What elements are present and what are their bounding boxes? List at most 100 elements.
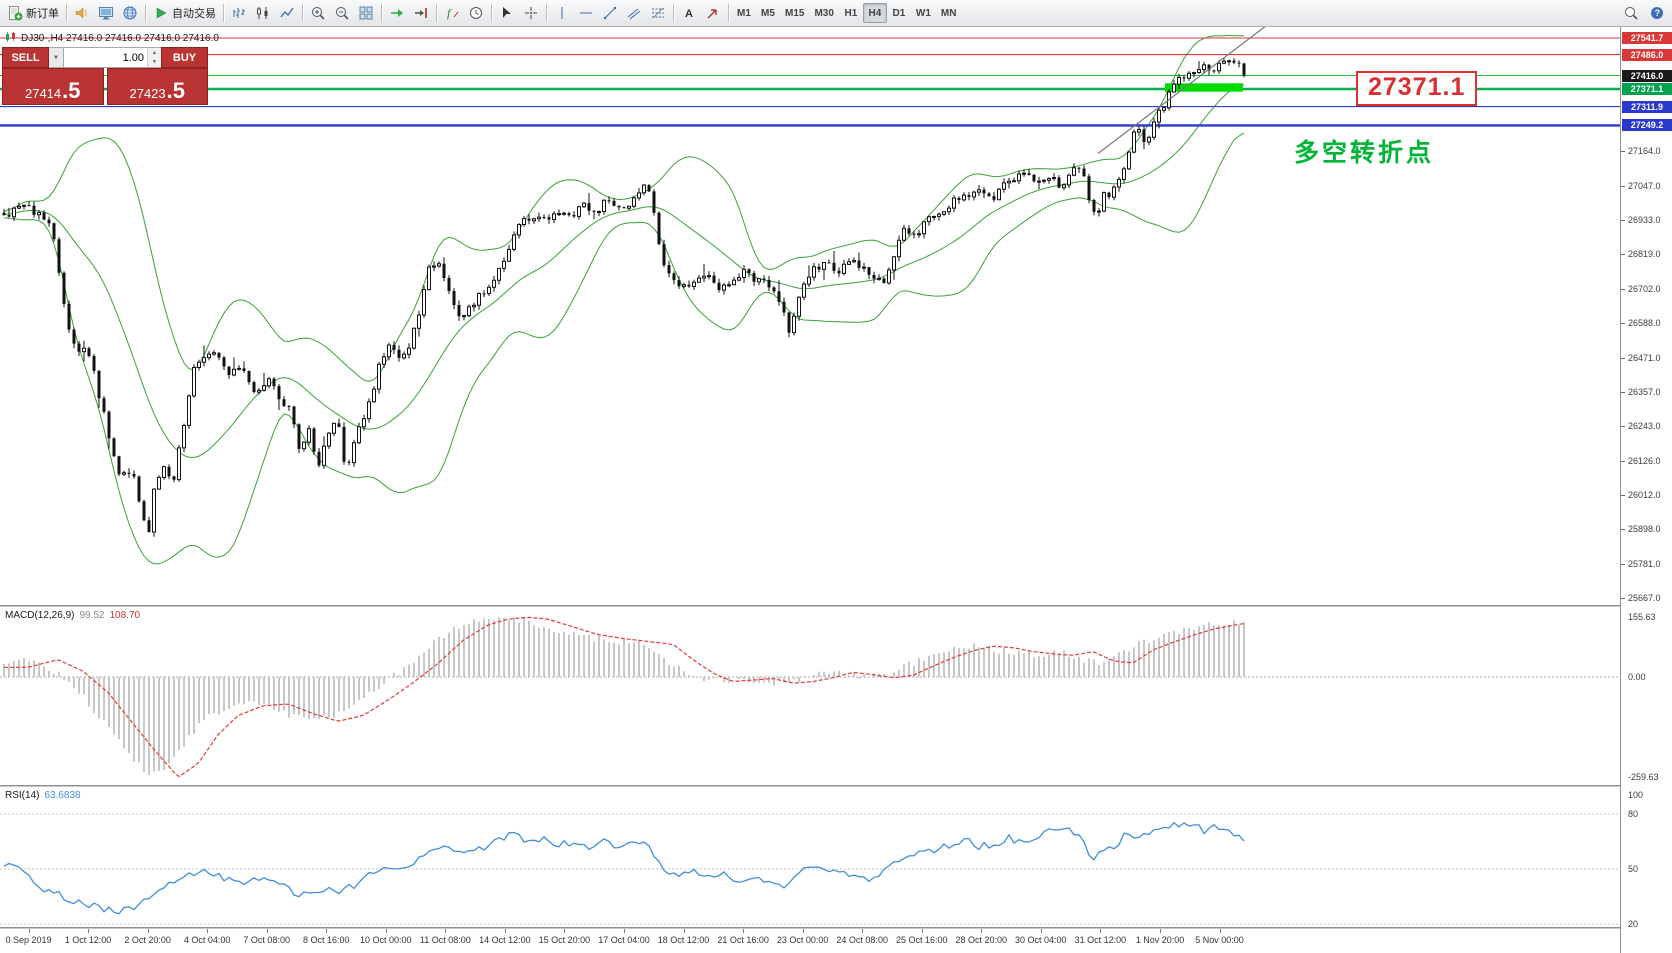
zoom-out-button[interactable] — [330, 2, 354, 24]
trendline-button[interactable] — [598, 2, 622, 24]
search-button[interactable] — [1619, 2, 1643, 24]
rsi-name: RSI(14) — [5, 790, 40, 801]
price-axis-tick — [1621, 392, 1625, 393]
volume-dropdown-button[interactable]: ▼ — [49, 47, 64, 68]
buy-button[interactable]: BUY — [161, 47, 208, 68]
crosshair-button[interactable] — [519, 2, 543, 24]
price-chart-pane[interactable] — [0, 27, 1620, 605]
web-community-button[interactable] — [118, 2, 142, 24]
globe-icon — [122, 5, 138, 21]
main-toolbar: 新订单 自动交易 f A M1 M5 M15 M30 H1 H4 D1 W1 MN? — [0, 0, 1672, 27]
time-label: 11 Oct 08:00 — [419, 935, 471, 945]
equidistant-channel-button[interactable] — [622, 2, 646, 24]
time-label: 2 Oct 20:00 — [124, 935, 171, 945]
alerts-button[interactable] — [70, 2, 94, 24]
time-label: 4 Oct 04:00 — [183, 935, 231, 945]
toolbar-right-group: ? — [1619, 2, 1669, 24]
autoscroll-icon — [389, 5, 405, 21]
price-tick-label: 27164.0 — [1628, 146, 1661, 156]
timeframe-m1-button[interactable]: M1 — [737, 7, 751, 19]
zoom-out-icon — [334, 5, 350, 21]
bar-chart-button[interactable] — [227, 2, 251, 24]
cursor-icon — [499, 5, 515, 21]
timeframe-m15-button[interactable]: M15 — [785, 7, 805, 19]
rsi-scale-label: 80 — [1628, 809, 1639, 819]
toolbar-separator — [436, 4, 437, 22]
price-annotation-label[interactable]: 27371.1 — [1356, 71, 1478, 106]
price-level-tag: 27249.2 — [1622, 119, 1672, 131]
new-order-button[interactable]: 新订单 — [3, 2, 63, 24]
fibonacci-button[interactable] — [646, 2, 670, 24]
line-chart-button[interactable] — [275, 2, 299, 24]
volume-decrease-button[interactable]: ▼ — [148, 57, 161, 67]
volume-increase-button[interactable]: ▲ — [148, 48, 161, 58]
rsi-scale-label: 100 — [1628, 790, 1644, 800]
text-label-button[interactable]: A — [677, 2, 701, 24]
price-level-tag: 27416.0 — [1622, 70, 1672, 82]
price-axis-tick — [1621, 495, 1625, 496]
volume-field-wrap: ▲ ▼ — [64, 47, 161, 68]
price-tick-label: 26819.0 — [1628, 249, 1661, 259]
autotrading-button[interactable]: 自动交易 — [149, 2, 220, 24]
auto-scroll-button[interactable] — [385, 2, 409, 24]
price-axis-tick — [1621, 598, 1625, 599]
macd-scale-label: -259.63 — [1628, 772, 1659, 782]
timeframe-m30-button[interactable]: M30 — [814, 7, 834, 19]
sell-price-button[interactable]: 27414.5 — [2, 68, 104, 105]
time-axis-tick — [28, 929, 30, 933]
price-axis-tick — [1621, 151, 1625, 152]
price-axis-tick — [1621, 186, 1625, 187]
toolbar-separator — [145, 4, 146, 22]
timeframe-d1-button[interactable]: D1 — [892, 7, 906, 19]
buy-price-button[interactable]: 27423.5 — [106, 68, 208, 105]
time-label: 21 Oct 16:00 — [717, 935, 769, 945]
horizontal-line-button[interactable] — [574, 2, 598, 24]
price-tick-label: 26933.0 — [1628, 215, 1661, 225]
cursor-button[interactable] — [495, 2, 519, 24]
timeframe-w1-button[interactable]: W1 — [915, 7, 931, 19]
price-axis[interactable]: 27164.0 27047.0 26933.0 26819.0 26702.0 26588… — [1620, 27, 1672, 953]
play-icon — [153, 5, 169, 21]
bars-icon — [231, 5, 247, 21]
buy-price-fraction: .5 — [166, 78, 185, 104]
svg-text:?: ? — [1655, 8, 1661, 18]
chart-shift-button[interactable] — [409, 2, 433, 24]
channel-icon — [626, 5, 642, 21]
new-order-button-label: 新订单 — [26, 8, 59, 20]
timeframe-h1-button[interactable]: H1 — [844, 7, 858, 19]
turning-point-annotation[interactable]: 多空转折点 — [1294, 139, 1435, 167]
svg-text:A: A — [685, 8, 693, 20]
timeframe-m5-button[interactable]: M5 — [761, 7, 775, 19]
macd-main-value: 99.52 — [79, 610, 105, 621]
arrow-object-button[interactable] — [701, 2, 725, 24]
time-label: 0 Sep 2019 — [5, 935, 52, 945]
time-axis-tick — [921, 929, 923, 933]
terminal-button[interactable] — [94, 2, 118, 24]
periods-button[interactable] — [464, 2, 488, 24]
time-axis[interactable]: 0 Sep 2019 1 Oct 12:00 2 Oct 20:00 4 Oct 04… — [0, 929, 1620, 953]
zoom-in-button[interactable] — [306, 2, 330, 24]
timeframe-mn-button[interactable]: MN — [940, 7, 957, 19]
text-icon: A — [681, 5, 697, 21]
price-tick-label: 26702.0 — [1628, 284, 1661, 294]
toolbar-separator — [673, 4, 674, 22]
tile-windows-button[interactable] — [354, 2, 378, 24]
time-axis-tick — [326, 929, 328, 933]
timeframe-h4-button[interactable]: H4 — [862, 3, 887, 23]
macd-indicator-pane[interactable] — [0, 607, 1620, 785]
macd-indicator-label: MACD(12,26,9) 99.52 108.70 — [5, 610, 140, 621]
volume-input[interactable] — [64, 48, 147, 67]
trendline-icon — [602, 5, 618, 21]
indicators-button[interactable]: f — [440, 2, 464, 24]
pane-splitter[interactable] — [0, 605, 1672, 607]
help-button[interactable]: ? — [1645, 2, 1669, 24]
rsi-indicator-pane[interactable] — [0, 787, 1620, 927]
vertical-line-button[interactable] — [550, 2, 574, 24]
sell-button[interactable]: SELL — [2, 47, 49, 68]
candlestick-chart-button[interactable] — [251, 2, 275, 24]
svg-text:f: f — [447, 6, 452, 20]
price-tick-label: 27047.0 — [1628, 181, 1661, 191]
symbol-ohlc-info: DJ30-,H4 27416.0 27416.0 27416.0 27416.0 — [5, 31, 219, 46]
pane-splitter[interactable] — [0, 785, 1672, 787]
crosshair-icon — [523, 5, 539, 21]
